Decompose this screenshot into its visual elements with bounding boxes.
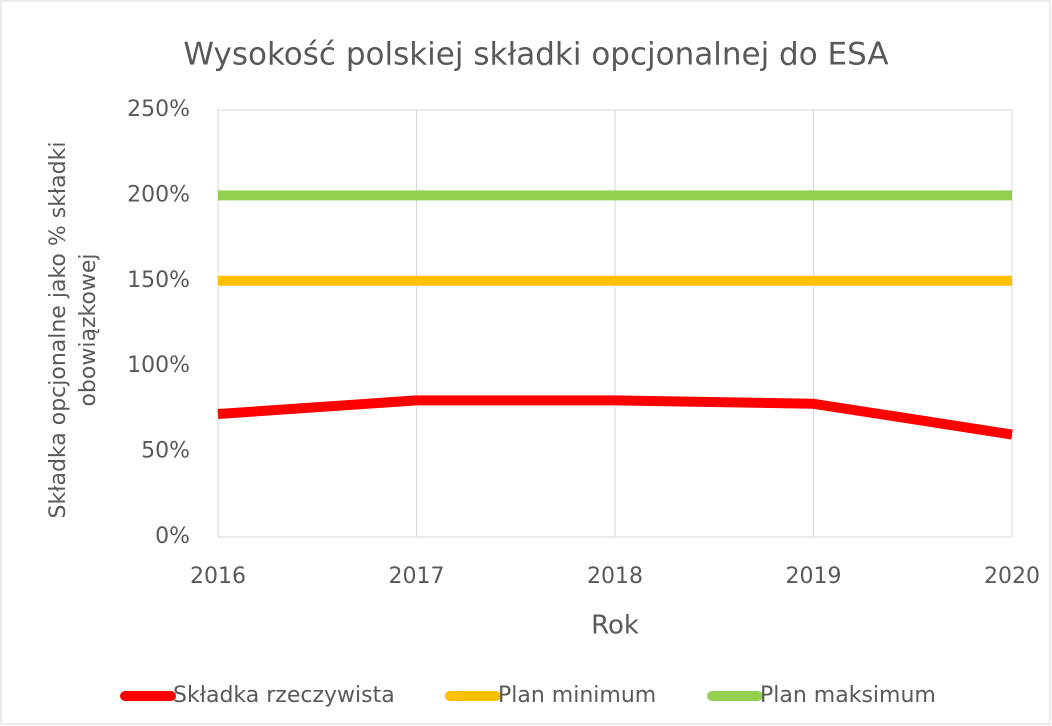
x-tick-label: 2016 [190, 564, 246, 589]
x-tick-label: 2017 [389, 564, 445, 589]
series-line [217, 395, 1013, 440]
x-tick-label: 2019 [786, 564, 842, 589]
y-tick-label: 100% [127, 353, 190, 378]
y-tick-label: 50% [141, 439, 190, 464]
y-tick-label: 250% [127, 97, 190, 122]
chart-title: Wysokość polskiej składki opcjonalnej do… [183, 37, 888, 73]
x-tick-label: 2018 [587, 564, 643, 589]
y-tick-label: 200% [127, 182, 190, 207]
x-axis-title: Rok [591, 611, 639, 641]
y-tick-label: 0% [155, 524, 190, 549]
legend-label: Plan maksimum [760, 683, 936, 708]
y-axis-title: Składka opcjonalne jako % składki [46, 142, 71, 519]
legend-label: Składka rzeczywista [173, 683, 395, 708]
y-axis-title: obowiązkowej [76, 253, 101, 406]
y-tick-label: 150% [127, 268, 190, 293]
x-tick-label: 2020 [984, 564, 1040, 589]
legend-label: Plan minimum [498, 683, 656, 708]
